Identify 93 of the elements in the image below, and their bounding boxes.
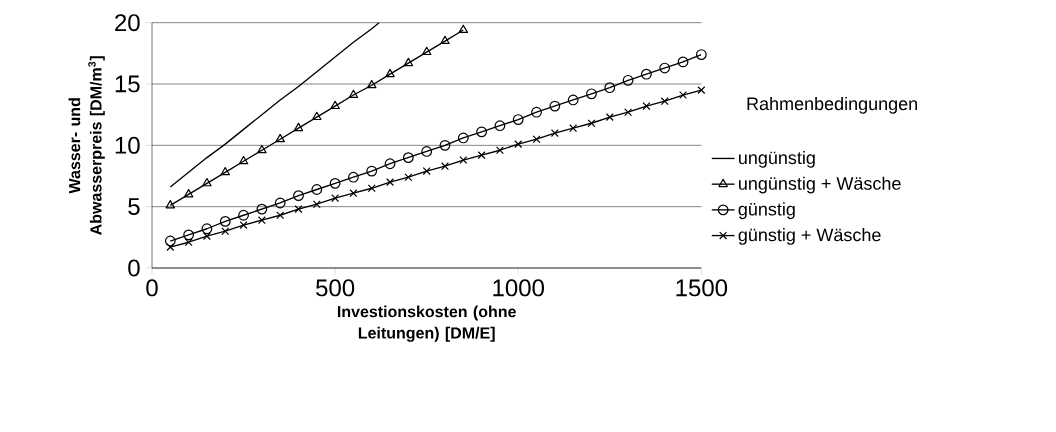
point: [587, 119, 596, 128]
point: [514, 140, 523, 149]
point: [439, 139, 451, 151]
point: [386, 178, 395, 187]
point: [697, 86, 706, 95]
point: [275, 133, 285, 143]
point: [477, 151, 486, 160]
point: [183, 189, 194, 198]
y-tick-label: 5: [128, 198, 140, 216]
point: [349, 189, 358, 198]
point: [622, 74, 634, 86]
point: [404, 173, 413, 182]
x-tick-label: 1000: [493, 279, 544, 297]
point: [624, 108, 633, 117]
point: [256, 203, 268, 215]
point: [641, 68, 652, 80]
point: [384, 158, 396, 170]
point: [403, 57, 414, 67]
point: [476, 126, 488, 138]
point: [366, 165, 378, 177]
point: [421, 46, 432, 56]
point: [239, 221, 248, 230]
point: [238, 209, 249, 221]
y-tick-label: 10: [115, 136, 140, 154]
x-tick-label: 500: [316, 279, 355, 297]
point: [329, 177, 341, 189]
point: [221, 227, 230, 236]
point: [274, 197, 286, 209]
point: [642, 102, 651, 111]
point: [421, 146, 433, 157]
point: [458, 24, 469, 34]
y-tick-label: 15: [115, 75, 140, 93]
point: [695, 49, 707, 60]
point: [184, 238, 193, 247]
y-tick-label: 20: [115, 14, 140, 32]
point: [550, 129, 559, 138]
point: [276, 211, 285, 220]
point: [385, 68, 395, 78]
x-tick-label: 0: [146, 279, 158, 297]
point: [605, 113, 614, 122]
point: [367, 184, 376, 193]
x-axis-title: Investionskosten (ohne Leitungen) [DM/E]: [337, 305, 516, 342]
legend-label: ungünstig: [739, 150, 815, 168]
point: [312, 111, 322, 121]
point: [202, 177, 212, 187]
point: [164, 235, 176, 247]
point: [183, 229, 195, 241]
point: [257, 144, 267, 154]
point: [311, 184, 323, 195]
point: [220, 166, 231, 176]
x-tick-label: 1500: [676, 279, 728, 297]
point: [604, 82, 616, 94]
point: [166, 243, 175, 252]
point: [219, 215, 231, 227]
point: [549, 100, 561, 112]
point: [659, 62, 671, 74]
point: [459, 156, 468, 165]
point: [201, 223, 213, 235]
point: [569, 124, 578, 133]
point: [366, 79, 377, 89]
point: [165, 200, 176, 209]
point: [532, 135, 541, 144]
point: [348, 89, 359, 99]
point: [494, 120, 506, 132]
legend-label: günstig: [738, 202, 795, 220]
point: [330, 100, 340, 110]
point: [422, 167, 431, 176]
point: [312, 200, 321, 209]
point: [440, 35, 450, 45]
point: [440, 162, 449, 171]
point: [293, 190, 304, 202]
y-axis-title: Wasser- und Abwasserpreis [DM/m$^{3}$]: [68, 56, 105, 235]
legend-label: günstig + Wäsche: [738, 228, 881, 245]
point: [567, 94, 579, 106]
point: [257, 216, 266, 225]
point: [586, 88, 597, 100]
y-tick-label: 0: [128, 259, 140, 277]
point: [660, 97, 669, 106]
point: [531, 106, 542, 118]
point: [512, 114, 524, 125]
point: [294, 205, 303, 214]
point: [495, 146, 504, 155]
point: [457, 132, 469, 144]
point: [331, 194, 340, 203]
legend-label: ungünstig + Wäsche: [739, 176, 901, 194]
point: [202, 232, 211, 241]
point: [293, 122, 304, 132]
point: [238, 155, 249, 165]
point: [348, 171, 359, 183]
point: [402, 152, 414, 163]
point: [679, 91, 688, 100]
point: [677, 56, 689, 68]
legend-title: Rahmenbedingungen: [747, 96, 917, 114]
